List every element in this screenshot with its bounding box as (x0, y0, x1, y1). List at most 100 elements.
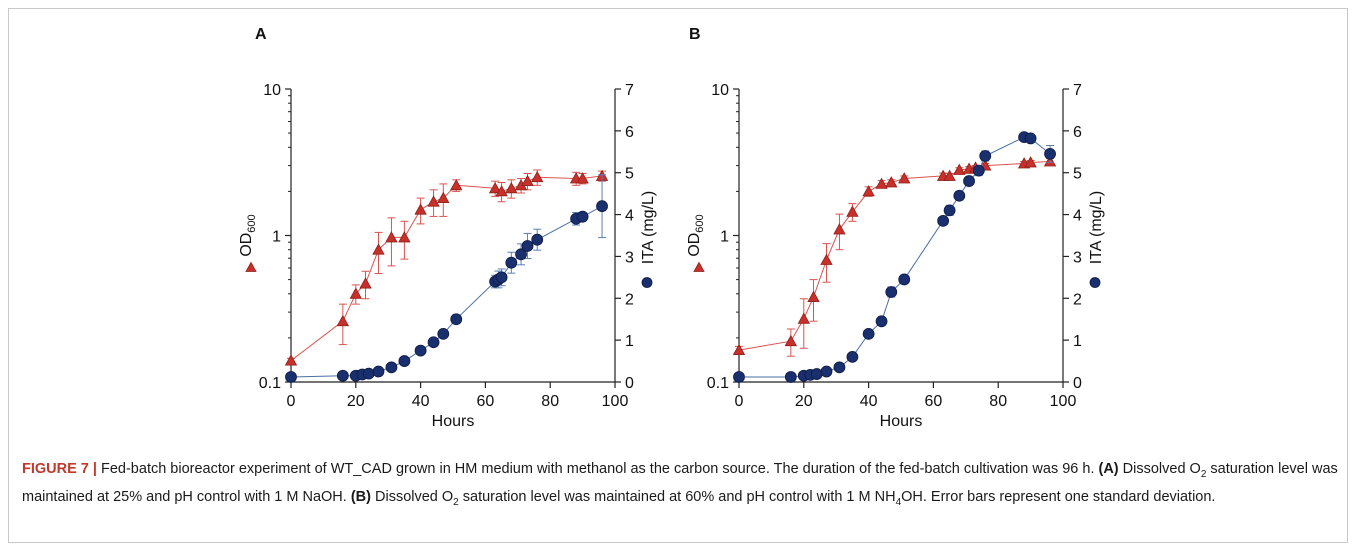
panel-b-series-0-point (820, 253, 833, 265)
panel-a-series-1-point (437, 327, 450, 340)
panel-a-y-left-tick-label: 1 (272, 229, 281, 246)
panel-b-y-right-tick-label: 4 (1073, 208, 1082, 225)
panel-b-series-0-point (862, 185, 875, 197)
panel-a-y-right-tick-label: 2 (625, 291, 634, 308)
panel-a-y-right-tick-label: 6 (625, 124, 634, 141)
panel-a-series-0-point (450, 179, 463, 191)
panel-b-series-0-line (738, 161, 1051, 351)
panel-a-series-1-point (521, 240, 534, 252)
panel-a-series-1-point (336, 369, 349, 382)
panel-b-y-right-tick-label: 6 (1073, 124, 1082, 141)
panel-a-x-tick-label: 20 (347, 393, 365, 410)
panel-b-series-1-point (833, 361, 846, 374)
panel-b-x-tick-label: 60 (925, 393, 943, 410)
panel-b-y-right-tick-label: 3 (1073, 249, 1082, 266)
panel-b-series-1-point (810, 368, 823, 380)
panel-a-series-1-point (372, 365, 385, 378)
panel-b-legend-triangle-icon (693, 261, 705, 272)
panel-a-series-0-point (336, 314, 350, 327)
caption-text-1: Fed-batch bioreactor experiment of WT_CA… (96, 461, 1099, 477)
panel-b-series-0-point (732, 343, 746, 356)
panel-a-x-tick-label: 0 (287, 393, 296, 410)
panel-a-series-0-point (349, 287, 362, 299)
panel-a-x-axis-title: Hours (432, 413, 475, 430)
panel-a-series-0-point (427, 195, 440, 207)
caption-sub-c: 4 (895, 496, 902, 508)
panel-b-series-0-point (953, 163, 966, 175)
panel-b-series-0-point (1024, 156, 1037, 168)
figure-frame: A 0 20 40 60 80 100 Hours 0.1 1 10 0 1 2 3 4 5 6 7 OD600 ITA… (8, 8, 1348, 543)
panel-a-series-1-line (290, 205, 603, 378)
caption-text-3: saturation level was maintained at 25% a… (22, 461, 1338, 505)
panel-b-x-tick-label: 80 (989, 393, 1007, 410)
panel-b-series-1-point (898, 273, 911, 286)
panel-b-y-left-tick-label: 1 (720, 229, 729, 246)
panel-b-series-0-point (784, 334, 798, 347)
panel-b-y-right-title: ITA (mg/L) (1088, 191, 1105, 265)
panel-b-y-right-tick-label: 7 (1073, 82, 1082, 99)
caption-figure-label: FIGURE 7 | (22, 461, 97, 477)
panel-b-series-0-point (898, 172, 911, 184)
panel-b-y-right-tick-label: 2 (1073, 291, 1082, 308)
panel-a-series-0-point (576, 172, 589, 184)
panel-b-series-1-line (739, 136, 1051, 378)
panel-a-series-0-point (414, 203, 427, 215)
panel-a-series-0-point (284, 354, 298, 366)
panel-a-y-right-tick-label: 7 (625, 82, 634, 99)
panel-a-x-tick-label: 80 (541, 393, 559, 410)
panel-a-y-left-tick-label: 0.1 (259, 375, 281, 392)
panel-a-series-1-point (505, 256, 518, 269)
panel-b-series-1-point (820, 365, 833, 378)
panel-a-series-1-point (285, 371, 297, 383)
panel-a-y-left-title-text: OD (238, 233, 255, 257)
panel-a-series-0-point (437, 191, 450, 204)
panel-b-series-0-point (797, 312, 810, 324)
panel-a-series-1-point (495, 271, 508, 284)
panel-b-y-left-tick-label: 10 (711, 82, 729, 99)
panel-a-series-1-point (531, 233, 544, 246)
panel-b-series-1-point (733, 371, 745, 383)
panel-a-x-tick-label: 40 (412, 393, 430, 410)
panel-a-series-0-point (488, 181, 502, 194)
panel-a-series-1-point (576, 210, 589, 223)
panel-b-x-tick-label: 40 (860, 393, 878, 410)
caption-text-6: OH. Error bars represent one standard de… (901, 488, 1216, 505)
panel-a-series-0-point (521, 174, 534, 187)
panel-a-x-tick-label: 100 (602, 393, 629, 410)
panel-a-y-right-tick-label: 5 (625, 166, 634, 183)
panel-b-y-left-title-sub: 600 (694, 214, 706, 232)
panel-a-y-right-tick-label: 1 (625, 333, 634, 350)
panel-a-series-1-point (398, 355, 411, 367)
panel-a-legend-triangle-icon (245, 261, 257, 272)
panel-a-label: A (255, 26, 267, 43)
panel-b-series-1-point (953, 189, 966, 202)
panel-a-y-left-title: OD600 (238, 214, 258, 256)
panel-a-y-right-tick-label: 3 (625, 249, 634, 266)
panel-b-y-left-title: OD600 (686, 214, 706, 256)
panel-b-series-1-point (979, 150, 992, 162)
panel-b-series-1-point (1024, 132, 1037, 145)
panel-a-series-1-point (362, 367, 375, 380)
panel-b-series-0-point (943, 169, 956, 181)
panel-a-series-0-point (505, 181, 518, 194)
panel-b-x-axis-title: Hours (880, 413, 923, 430)
panel-a-series-0-point (359, 277, 372, 289)
caption-sub-b: 2 (453, 496, 459, 508)
panel-a-series-1-point (596, 200, 608, 213)
panel-b-x-tick-label: 100 (1050, 393, 1077, 410)
panel-b-legend-circle-icon (1089, 277, 1101, 288)
panel-b-series-1-point (943, 204, 956, 217)
caption-text-5: saturation level was maintained at 60% a… (458, 488, 896, 505)
panel-b-series-0-point (846, 205, 859, 217)
panel-b-series-1-point (1044, 147, 1056, 160)
panel-a-series-1-point (414, 344, 427, 357)
panel-b-y-right-tick-label: 1 (1073, 333, 1082, 350)
panel-a-y-right-title: ITA (mg/L) (640, 191, 657, 265)
caption-label-a: (A) (1098, 461, 1119, 477)
panel-b-series-1-point (937, 214, 950, 227)
panel-b-series-0-point (885, 176, 898, 188)
caption-label-b: (B) (350, 488, 371, 505)
panel-a-series-0-point (398, 231, 411, 243)
